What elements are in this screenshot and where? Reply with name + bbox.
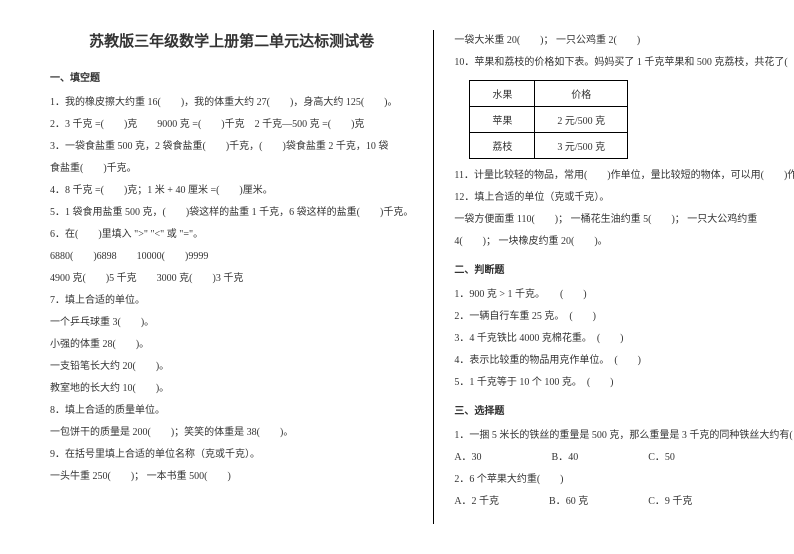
td-lychee-price: 3 元/500 克 <box>535 133 628 159</box>
td-apple-price: 2 元/500 克 <box>535 107 628 133</box>
q7b: 小强的体重 28( )。 <box>50 334 413 356</box>
th-fruit: 水果 <box>470 81 535 107</box>
q4: 4．8 千克 =( )克；1 米 + 40 厘米 =( )厘米。 <box>50 180 413 202</box>
q7: 7．填上合适的单位。 <box>50 290 413 312</box>
q7c: 一支铅笔长大约 20( )。 <box>50 356 413 378</box>
q9a: 一头牛重 250( )； 一本书重 500( ) <box>50 466 413 488</box>
s1-options: A．30 B．40 C．50 <box>454 447 794 469</box>
j5: 5．1 千克等于 10 个 100 克。 ( ) <box>454 372 794 394</box>
q6a: 6880( )6898 10000( )9999 <box>50 246 413 268</box>
left-column: 苏教版三年级数学上册第二单元达标测试卷 一、填空题 1．我的橡皮擦大约重 16(… <box>40 30 433 524</box>
td-lychee: 荔枝 <box>470 133 535 159</box>
j2: 2．一辆自行车重 25 克。 ( ) <box>454 306 794 328</box>
q6: 6．在( )里填入 ">" "<" 或 "="。 <box>50 224 413 246</box>
q10: 10．苹果和荔枝的价格如下表。妈妈买了 1 千克苹果和 500 克荔枝，共花了(… <box>454 52 794 74</box>
s2: 2．6 个苹果大约重( ) <box>454 469 794 491</box>
r1: 一袋大米重 20( )； 一只公鸡重 2( ) <box>454 30 794 52</box>
j4: 4．表示比较重的物品用克作单位。 ( ) <box>454 350 794 372</box>
q3a: 3．一袋食盐重 500 克，2 袋食盐重( )千克，( )袋食盐重 2 千克，1… <box>50 136 413 158</box>
q2: 2．3 千克 =( )克 9000 克 =( )千克 2 千克—500 克 =(… <box>50 114 413 136</box>
td-apple: 苹果 <box>470 107 535 133</box>
section-1-header: 一、填空题 <box>50 69 413 84</box>
q7d: 教室地的长大约 10( )。 <box>50 378 413 400</box>
price-table: 水果 价格 苹果 2 元/500 克 荔枝 3 元/500 克 <box>469 80 628 159</box>
page-container: 苏教版三年级数学上册第二单元达标测试卷 一、填空题 1．我的橡皮擦大约重 16(… <box>40 30 754 524</box>
q8a: 一包饼干的质量是 200( )；笑笑的体重是 38( )。 <box>50 422 413 444</box>
q12a: 一袋方便面重 110( )； 一桶花生油约重 5( )； 一只大公鸡约重 <box>454 209 794 231</box>
j3: 3．4 千克铁比 4000 克棉花重。 ( ) <box>454 328 794 350</box>
q9: 9．在括号里填上合适的单位名称（克或千克）。 <box>50 444 413 466</box>
s1: 1．一捆 5 米长的铁丝的重量是 500 克，那么重量是 3 千克的同种铁丝大约… <box>454 425 794 447</box>
q12b: 4( )； 一块橡皮约重 20( )。 <box>454 231 794 253</box>
q1: 1．我的橡皮擦大约重 16( )，我的体重大约 27( )，身高大约 125( … <box>50 92 413 114</box>
table-row: 荔枝 3 元/500 克 <box>470 133 628 159</box>
q12: 12．填上合适的单位（克或千克）。 <box>454 187 794 209</box>
q5: 5．1 袋食用盐重 500 克，( )袋这样的盐重 1 千克，6 袋这样的盐重(… <box>50 202 413 224</box>
q8: 8．填上合适的质量单位。 <box>50 400 413 422</box>
q6b: 4900 克( )5 千克 3000 克( )3 千克 <box>50 268 413 290</box>
table-row: 苹果 2 元/500 克 <box>470 107 628 133</box>
exam-title: 苏教版三年级数学上册第二单元达标测试卷 <box>50 30 413 51</box>
q11: 11．计量比较轻的物品，常用( )作单位，量比较短的物体，可以用( )作单位。 <box>454 165 794 187</box>
q7a: 一个乒乓球重 3( )。 <box>50 312 413 334</box>
s2-options: A．2 千克 B．60 克 C．9 千克 <box>454 491 794 513</box>
section-3-header: 三、选择题 <box>454 402 794 417</box>
q3b: 食盐重( )千克。 <box>50 158 413 180</box>
table-row: 水果 价格 <box>470 81 628 107</box>
j1: 1．900 克 > 1 千克。 ( ) <box>454 284 794 306</box>
right-column: 一袋大米重 20( )； 一只公鸡重 2( ) 10．苹果和荔枝的价格如下表。妈… <box>433 30 794 524</box>
th-price: 价格 <box>535 81 628 107</box>
section-2-header: 二、判断题 <box>454 261 794 276</box>
